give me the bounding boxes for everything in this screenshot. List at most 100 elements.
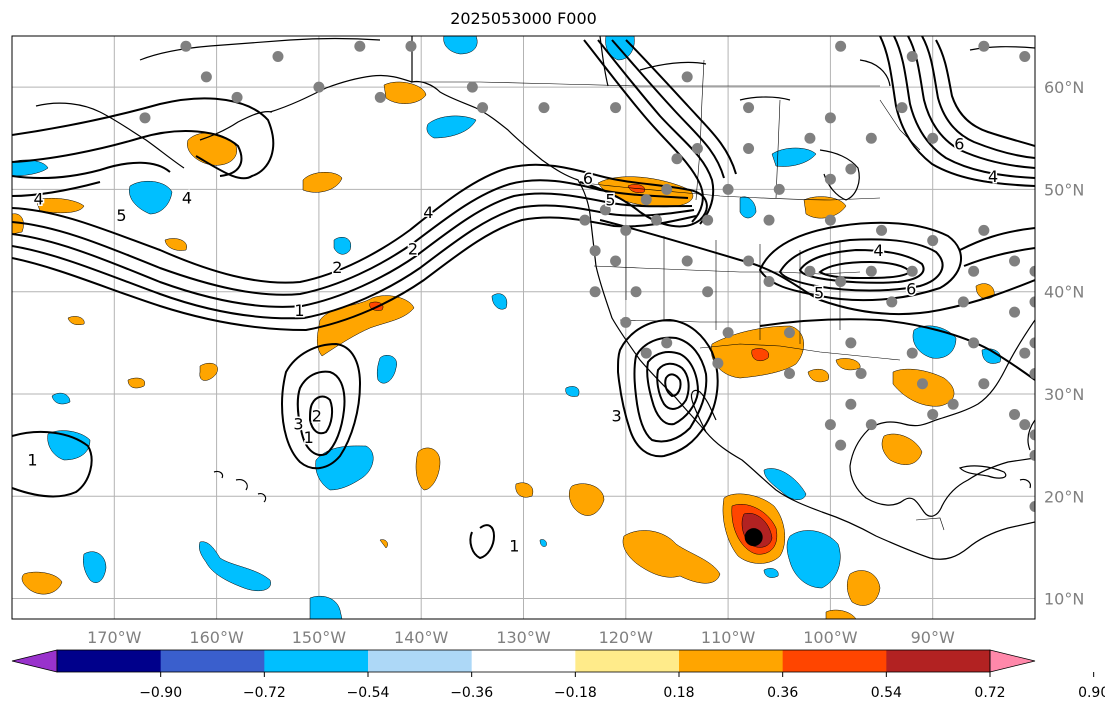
contour-label: 6 [906,280,916,299]
contour-lines [12,36,1035,560]
station-dot [589,245,601,257]
station-dot [702,214,714,226]
station-dot [139,112,151,124]
station-dot [927,408,939,420]
contour-label: 4 [34,190,44,209]
station-dot [374,91,386,103]
station-dot [1029,429,1035,441]
station-dot [610,255,622,267]
contour-label: 3 [611,406,621,425]
station-dot [845,337,857,349]
colorbar-segment [471,650,576,672]
station-dot [589,286,601,298]
colorbar-tick-label: −0.72 [243,685,286,701]
station-dot [855,368,867,380]
station-dot [906,347,918,359]
longitude-tick-label: 150°W [292,628,347,647]
station-dot [1029,265,1035,277]
longitude-tick-label: 130°W [496,628,551,647]
station-dot [405,40,417,52]
contour-label: 4 [988,167,998,186]
longitude-tick-label: 90°W [911,628,955,647]
station-dot [783,368,795,380]
station-dot [835,40,847,52]
colorbar-tick-label: 0.36 [767,685,798,701]
station-dot [845,398,857,410]
contour-label: 3 [293,415,303,434]
negative-anomaly-areas [12,36,1002,619]
colorbar-segment [782,650,887,672]
station-dot [650,214,662,226]
station-dot [876,224,888,236]
station-dot [978,378,990,390]
longitude-tick-label: 110°W [701,628,756,647]
station-dot [773,183,785,195]
colorbar-segment [57,650,162,672]
longitude-tick-label: 160°W [189,628,244,647]
station-dot [824,112,836,124]
colorbar-tick-label: 0.18 [663,685,694,701]
station-dot [1019,419,1031,431]
station-dot [927,132,939,144]
station-dot [681,255,693,267]
latitude-tick-label: 40°N [1044,283,1084,302]
station-dot [579,214,591,226]
longitude-tick-label: 120°W [599,628,654,647]
station-dot [978,224,990,236]
colorbar-tick-label: −0.18 [554,685,597,701]
longitude-tick-label: 140°W [394,628,449,647]
contour-label: 2 [332,258,342,277]
station-dot [661,183,673,195]
contour-label: 1 [294,301,304,320]
positive-anomaly-areas [12,81,995,619]
station-dot [354,40,366,52]
contour-label: 2 [408,240,418,259]
contour-label: 1 [304,428,314,447]
colorbar-frame [56,649,991,673]
station-dot [947,398,959,410]
station-dot [620,224,632,236]
station-dot [886,296,898,308]
contour-label: 1 [27,450,37,469]
longitude-tick-label: 100°W [803,628,858,647]
colorbar-tick-label: 0.54 [871,685,902,701]
station-dot [313,81,325,93]
station-dot [272,50,284,62]
station-dot [743,102,755,114]
station-dot [180,40,192,52]
contour-label: 4 [873,241,883,260]
station-dot [804,132,816,144]
station-dot [845,163,857,175]
station-dot [824,214,836,226]
station-dot [722,183,734,195]
station-dot [640,194,652,206]
station-dot [804,265,816,277]
latitude-tick-label: 50°N [1044,180,1084,199]
colorbar [11,649,1036,673]
colorbar-segment [160,650,265,672]
station-dot [957,296,969,308]
station-dot [743,143,755,155]
storm-center-marker [744,528,763,547]
latitude-tick-label: 10°N [1044,590,1084,609]
station-dot [865,265,877,277]
station-dot [1009,306,1021,318]
station-dot [200,71,212,83]
latitude-tick-label: 20°N [1044,487,1084,506]
station-dot [896,102,908,114]
station-dot [538,102,550,114]
station-dot [1029,500,1035,512]
station-dot [466,81,478,93]
contour-label: 5 [814,284,824,303]
station-dot [916,378,928,390]
station-dot [610,102,622,114]
colorbar-segment [679,650,784,672]
contour-label: 5 [605,191,615,210]
station-dot [763,275,775,287]
station-dot [1019,347,1031,359]
colorbar-tick-label: −0.90 [139,685,182,701]
colorbar-tick-label: −0.54 [347,685,390,701]
station-dot [783,327,795,339]
station-dot [702,286,714,298]
station-dot [906,50,918,62]
